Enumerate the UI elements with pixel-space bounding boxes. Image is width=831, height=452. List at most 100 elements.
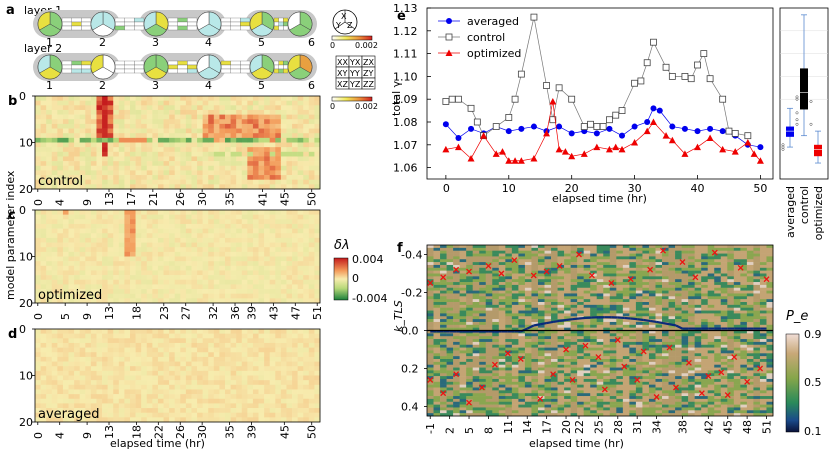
- heatmap-cell: [275, 100, 282, 106]
- heatmap-cell: [264, 298, 271, 304]
- heatmap-cell: [68, 128, 75, 134]
- tls-cell: [524, 270, 532, 274]
- heatmap-cell: [152, 170, 159, 176]
- heatmap-cell: [146, 380, 153, 386]
- heatmap-cell: [40, 261, 47, 267]
- heatmap-cell: [303, 293, 310, 299]
- point-control: [492, 123, 500, 130]
- tls-cell: [577, 378, 584, 383]
- heatmap-cell: [62, 96, 69, 101]
- tls-cell: [427, 347, 434, 351]
- heatmap-cell: [124, 105, 131, 111]
- heatmap-cell: [236, 279, 243, 285]
- heatmap-cell: [269, 352, 276, 358]
- heatmap-cell: [174, 329, 181, 334]
- heatmap-cell: [169, 128, 176, 134]
- heatmap-ylabel: model parameter index: [4, 170, 17, 300]
- heatmap-cell: [275, 389, 282, 395]
- layer2-label: layer 2: [24, 42, 62, 55]
- qubit-node-sector: [198, 66, 220, 80]
- heatmap-cell: [152, 417, 159, 423]
- tls-cell: [498, 390, 506, 394]
- coupling-cell: [177, 17, 188, 23]
- tls-cell: [505, 276, 513, 280]
- heatmap-cell: [225, 342, 231, 348]
- tls-cell: [570, 413, 578, 417]
- tls-cell: [505, 364, 513, 368]
- tls-cell: [570, 299, 578, 303]
- tls-cell: [472, 245, 480, 249]
- heatmap-cell: [157, 105, 164, 111]
- tls-cell: [570, 262, 578, 266]
- heatmap-cell: [275, 384, 282, 390]
- heatmap-cell: [157, 179, 164, 185]
- heatmap-cell: [130, 293, 136, 299]
- heatmap-cell: [146, 408, 153, 413]
- tls-cell: [557, 250, 565, 254]
- tls-cell: [518, 304, 526, 308]
- tls-cell: [433, 356, 441, 360]
- tls-cell: [577, 302, 584, 306]
- tls-cell: [583, 245, 591, 249]
- heatmap-cell: [202, 352, 209, 358]
- heatmap-cell: [113, 293, 120, 299]
- heatmap-cell: [236, 228, 243, 234]
- tls-cell: [577, 307, 584, 311]
- tls-cell: [570, 279, 578, 283]
- heatmap-cell: [286, 375, 293, 381]
- heatmap-cell: [157, 412, 164, 418]
- heatmap-cell: [314, 289, 321, 294]
- heatmap-cell: [68, 270, 75, 276]
- tls-cell: [466, 245, 473, 249]
- heatmap-cell: [113, 270, 120, 276]
- heatmap-cell: [314, 247, 321, 253]
- heatmap-cell: [107, 356, 114, 362]
- tls-cell: [557, 330, 565, 334]
- tls-cell: [577, 344, 584, 348]
- heatmap-cell: [90, 412, 97, 418]
- heatmap-cell: [213, 133, 220, 139]
- heatmap-cell: [40, 223, 47, 229]
- tls-cell: [479, 344, 487, 348]
- heatmap-cell: [202, 96, 209, 101]
- heatmap-cell: [74, 170, 81, 176]
- heatmap-cell: [286, 352, 293, 358]
- coupling-cell: [177, 64, 188, 70]
- heatmap-cell: [314, 284, 321, 290]
- heatmap-cell: [90, 375, 97, 381]
- heatmap-cell: [102, 210, 108, 215]
- heatmap-cell: [191, 119, 198, 125]
- heatmap-cell: [269, 389, 276, 395]
- heatmap-cell: [225, 417, 231, 423]
- heatmap-cell: [308, 356, 315, 362]
- heatmap-cell: [107, 284, 114, 290]
- heatmap-cell: [90, 137, 97, 143]
- heatmap-cell: [62, 389, 69, 395]
- tls-cell: [531, 262, 539, 266]
- tls-cell: [531, 376, 539, 380]
- point-control: [511, 95, 519, 103]
- heatmap-cell: [247, 147, 254, 153]
- heatmap-cell: [40, 151, 47, 157]
- heatmap-cell: [314, 128, 321, 134]
- tls-cell: [511, 410, 519, 414]
- heatmap-cell: [241, 279, 248, 285]
- heatmap-cell: [130, 265, 136, 271]
- coupling-cell: [240, 21, 251, 27]
- heatmap-cell: [241, 128, 248, 134]
- heatmap-cell: [62, 275, 69, 281]
- tls-cell: [564, 316, 571, 320]
- heatmap-cell: [68, 375, 75, 381]
- heatmap-cell: [163, 156, 170, 162]
- tls-cell: [537, 407, 545, 411]
- heatmap-cell: [79, 147, 86, 153]
- heatmap-cell: [180, 352, 187, 358]
- heatmap-cell: [74, 403, 81, 409]
- heatmap-cell: [308, 114, 315, 120]
- heatmap-cell: [113, 394, 120, 400]
- tls-cell: [524, 276, 532, 280]
- tls-cell: [537, 245, 545, 249]
- heatmap-cell: [264, 175, 271, 180]
- heatmap-cell: [174, 417, 181, 423]
- heatmap-cell: [174, 114, 181, 120]
